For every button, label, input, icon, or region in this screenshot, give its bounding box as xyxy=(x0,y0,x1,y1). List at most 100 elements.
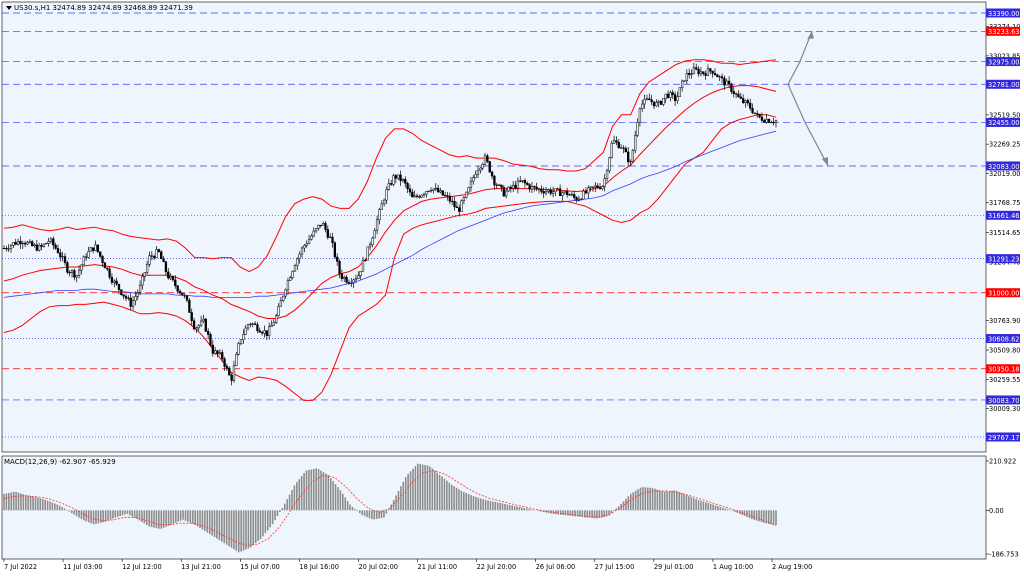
candle-body xyxy=(760,116,764,121)
candle-body xyxy=(486,155,489,162)
time-tick-label: 29 Jul 01:00 xyxy=(654,563,694,571)
candle-body xyxy=(394,175,398,179)
candle-body xyxy=(99,251,102,257)
candle-body xyxy=(720,76,724,79)
candle-body xyxy=(725,80,728,86)
candle-body xyxy=(584,190,588,194)
candle-body xyxy=(54,244,57,249)
candle-body xyxy=(265,330,268,336)
candle-body xyxy=(336,256,339,262)
candle-body xyxy=(260,332,264,334)
candle-body xyxy=(448,195,451,202)
candle-body xyxy=(420,194,423,198)
candle-body xyxy=(404,178,407,184)
level-price-label: 31661.46 xyxy=(988,212,1019,220)
macd-pane-background xyxy=(1,455,987,560)
level-price-tag xyxy=(986,210,1020,220)
candle-body xyxy=(75,275,78,278)
candle-body xyxy=(695,67,698,70)
candle-body xyxy=(263,330,266,334)
candle-body xyxy=(540,188,543,192)
candle-body xyxy=(368,244,372,248)
candle-body xyxy=(641,103,644,110)
candle-body xyxy=(103,262,107,269)
candle-body xyxy=(354,278,358,281)
candle-body xyxy=(697,68,700,75)
candle-body xyxy=(627,151,630,163)
bollinger-lower-line xyxy=(3,114,777,401)
time-tick-label: 22 Jul 20:00 xyxy=(477,563,517,571)
candle-body xyxy=(570,194,574,196)
candle-body xyxy=(387,183,390,190)
price-tick-label: 30259.55 xyxy=(989,376,1020,384)
candle-body xyxy=(413,195,416,198)
candle-body xyxy=(615,140,618,143)
candle-body xyxy=(392,175,395,185)
horizontal-levels xyxy=(2,12,986,438)
candle-body xyxy=(134,296,137,301)
candle-body xyxy=(634,135,637,151)
candle-body xyxy=(115,280,118,285)
candle-body xyxy=(441,190,444,196)
candle-body xyxy=(767,119,771,123)
candle-body xyxy=(680,80,684,88)
candle-body xyxy=(87,251,90,258)
candle-body xyxy=(657,100,660,103)
up-arrowhead-icon xyxy=(807,31,814,40)
candle-body xyxy=(188,299,191,313)
candle-body xyxy=(514,184,517,189)
candle-body xyxy=(497,184,501,186)
candle-body xyxy=(458,207,461,212)
candle-body xyxy=(460,200,463,212)
candle-body xyxy=(145,263,149,273)
candle-body xyxy=(685,72,688,82)
time-tick-label: 27 Jul 15:00 xyxy=(595,563,635,571)
bollinger-middle-line xyxy=(3,85,777,319)
candle-body xyxy=(533,185,536,188)
time-tick-label: 2 Aug 19:00 xyxy=(772,563,812,571)
level-price-label: 30608.62 xyxy=(988,335,1019,343)
bollinger-bands xyxy=(3,59,777,401)
candle-body xyxy=(7,248,10,250)
level-price-tag xyxy=(986,334,1020,344)
candle-body xyxy=(638,108,642,123)
candle-body xyxy=(59,252,62,258)
candle-body xyxy=(284,289,287,297)
candle-body xyxy=(711,70,714,74)
candle-body xyxy=(178,290,182,294)
candle-body xyxy=(136,292,139,297)
candle-body xyxy=(730,83,733,92)
candle-body xyxy=(692,67,696,75)
candle-body xyxy=(291,270,294,278)
candle-body xyxy=(476,169,480,175)
candle-body xyxy=(77,269,81,276)
candle-body xyxy=(256,324,259,332)
candle-body xyxy=(251,323,254,325)
candle-body xyxy=(204,318,207,332)
candle-body xyxy=(483,155,487,165)
candle-body xyxy=(425,191,428,195)
level-price-tag xyxy=(986,288,1020,298)
candle-body xyxy=(465,191,468,198)
candle-body xyxy=(326,229,329,238)
candle-body xyxy=(612,140,616,144)
candle-body xyxy=(209,334,212,346)
candle-body xyxy=(253,323,257,325)
candle-body xyxy=(223,358,226,367)
candle-body xyxy=(699,71,703,75)
candle-body xyxy=(554,188,557,192)
candle-body xyxy=(544,190,548,194)
menu-triangle-icon[interactable] xyxy=(6,6,12,10)
candle-body xyxy=(195,327,198,330)
candle-body xyxy=(650,99,653,102)
level-price-label: 30350.18 xyxy=(988,366,1019,374)
price-tick-label: 32019.00 xyxy=(989,170,1020,178)
candle-body xyxy=(556,188,559,190)
candle-body xyxy=(619,147,623,149)
candle-body xyxy=(340,273,344,279)
candle-body xyxy=(753,112,757,114)
candle-body xyxy=(573,194,576,198)
candle-body xyxy=(366,246,369,261)
candle-body xyxy=(723,77,726,86)
candle-body xyxy=(101,256,104,263)
